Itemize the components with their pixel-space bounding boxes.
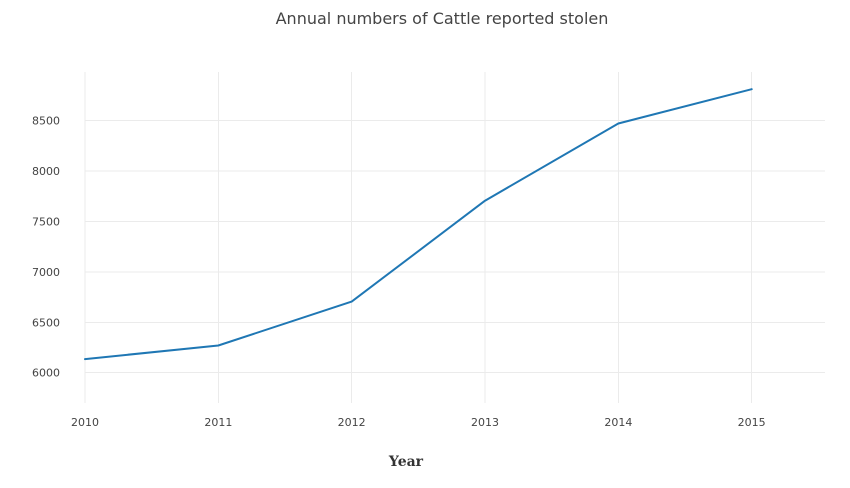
y-tick-label: 8000 [32, 165, 60, 178]
series-line-0 [84, 88, 753, 361]
y-tick-label: 8500 [32, 114, 60, 127]
chart-title: Annual numbers of Cattle reported stolen [276, 9, 609, 28]
data-point [351, 301, 353, 303]
x-tick-labels: 2010 2011 2012 2013 2014 2015 [71, 416, 766, 429]
y-tick-label: 7000 [32, 266, 60, 279]
x-axis-title: Year [388, 454, 424, 470]
y-gridlines [85, 119, 825, 374]
y-tick-label: 6000 [32, 367, 60, 380]
x-tick-label: 2011 [204, 416, 232, 429]
y-tick-labels: 6000 6500 7000 7500 8000 8500 [32, 114, 60, 379]
y-tick-label: 6500 [32, 316, 60, 329]
x-tick-label: 2012 [338, 416, 366, 429]
data-point [484, 200, 486, 202]
series-layer [84, 88, 753, 361]
data-point [751, 88, 753, 90]
x-tick-label: 2014 [604, 416, 632, 429]
data-point [617, 122, 619, 124]
x-tick-label: 2010 [71, 416, 99, 429]
data-point [84, 358, 86, 360]
x-gridlines [84, 72, 753, 403]
data-point [217, 344, 219, 346]
y-tick-label: 7500 [32, 215, 60, 228]
x-tick-label: 2015 [738, 416, 766, 429]
x-tick-label: 2013 [471, 416, 499, 429]
